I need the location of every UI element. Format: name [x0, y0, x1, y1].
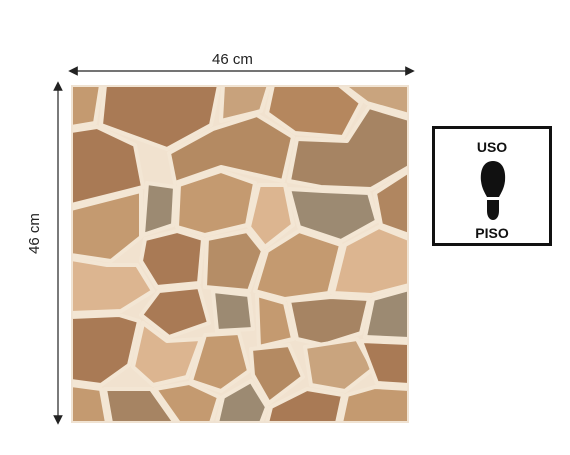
stone — [265, 85, 363, 139]
stone — [287, 105, 409, 191]
stone — [253, 229, 343, 301]
stone — [287, 187, 379, 243]
stone — [71, 313, 141, 387]
stone — [71, 189, 143, 263]
usage-badge: USO PISO — [432, 126, 552, 246]
stone — [139, 229, 205, 289]
stone — [71, 383, 109, 423]
stone — [139, 285, 211, 339]
stone — [359, 339, 409, 387]
flagstone-tile-image — [71, 85, 409, 423]
stone — [219, 85, 271, 123]
stone — [255, 293, 295, 349]
stone — [131, 321, 203, 387]
stone — [249, 343, 305, 405]
stone — [303, 337, 375, 393]
stone — [339, 385, 409, 423]
stone — [141, 181, 177, 237]
stone — [71, 125, 145, 207]
usage-badge-top-label: USO — [476, 139, 508, 155]
stone — [215, 379, 269, 423]
stone — [363, 287, 409, 341]
stone — [103, 387, 177, 423]
stone — [99, 85, 221, 151]
stone — [189, 331, 251, 393]
width-label: 46 cm — [212, 51, 253, 68]
stone — [211, 289, 255, 333]
stone — [71, 85, 103, 129]
stone — [153, 381, 221, 423]
stone — [287, 295, 371, 347]
stone — [203, 229, 265, 293]
stone — [265, 387, 345, 423]
stone — [247, 183, 295, 249]
stone — [175, 169, 257, 237]
stone — [331, 225, 409, 297]
stone — [341, 85, 409, 117]
stone — [71, 257, 155, 315]
stone — [373, 169, 409, 237]
stone — [167, 113, 295, 185]
height-label: 46 cm — [26, 213, 43, 254]
usage-badge-bottom-label: PISO — [475, 225, 509, 241]
footprint-icon — [480, 161, 506, 220]
